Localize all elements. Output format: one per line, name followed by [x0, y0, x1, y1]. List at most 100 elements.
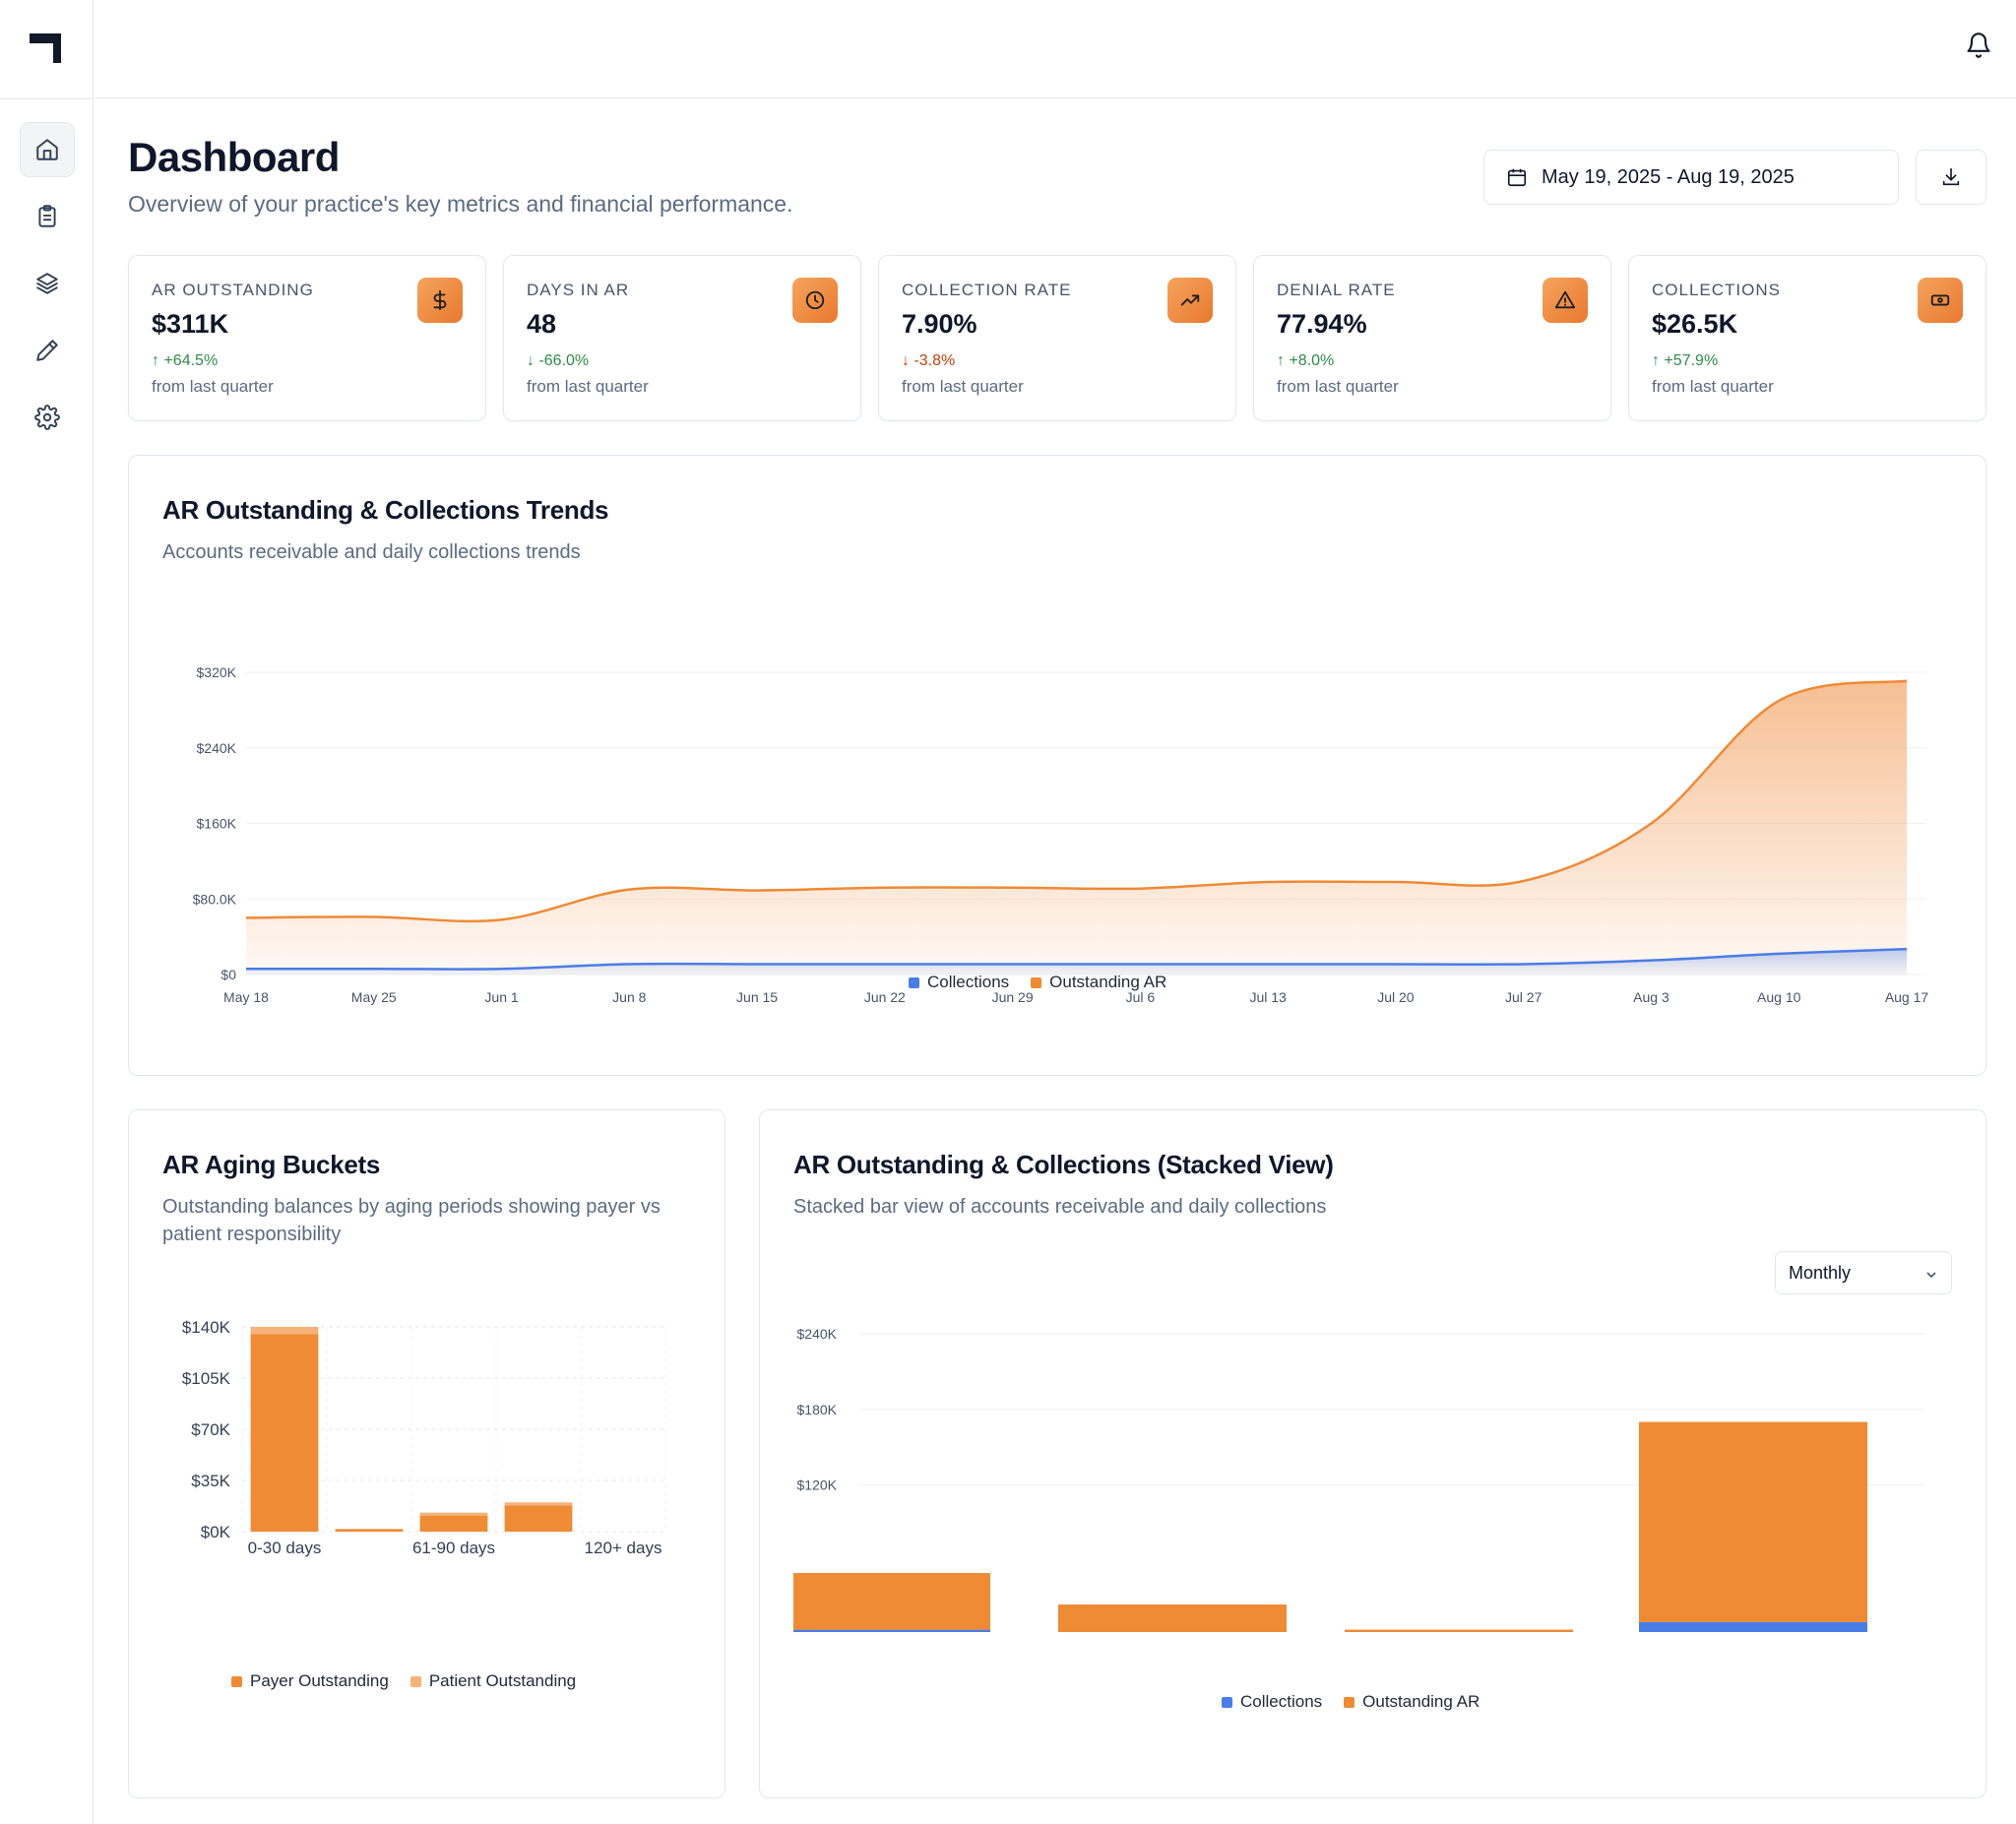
card-title: AR Outstanding & Collections Trends: [162, 495, 609, 525]
y-tick-label: $240K: [797, 1326, 838, 1342]
kpi-value: $311K: [152, 309, 229, 339]
series-line-outstanding-ar: [245, 679, 1908, 923]
legend-item-payer[interactable]: Payer Outstanding: [231, 1671, 389, 1691]
bar-outstanding-ar: [1058, 1604, 1287, 1632]
kpi-change: ↓ -3.8%: [902, 352, 956, 369]
kpi-change: ↑ +64.5%: [152, 352, 219, 369]
card-subtitle: Outstanding balances by aging periods sh…: [162, 1196, 661, 1245]
layers-icon: [36, 273, 58, 294]
kpi-card-denial-rate: DENIAL RATE 77.94% ↑ +8.0% from last qua…: [1253, 255, 1611, 421]
legend-item-outstanding-ar[interactable]: Outstanding AR: [1031, 973, 1166, 992]
bar-patient-outstanding: [250, 1327, 319, 1335]
x-tick-label: May 25: [351, 989, 397, 1005]
kpi-label: COLLECTIONS: [1652, 281, 1781, 299]
sidebar-divider: [0, 98, 94, 99]
pen-icon: [36, 340, 58, 361]
kpi-value: 77.94%: [1277, 309, 1367, 339]
kpi-footnote: from last quarter: [527, 377, 649, 396]
x-tick-label: Jun 8: [612, 989, 646, 1005]
y-tick-label: $0K: [201, 1523, 231, 1541]
bar-payer-outstanding: [504, 1505, 573, 1532]
kpi-card-collections: COLLECTIONS $26.5K ↑ +57.9% from last qu…: [1628, 255, 1986, 421]
sidebar-item-layers[interactable]: [20, 256, 75, 311]
aging-chart: $0K $35K $70K $105K $140K 0-30 days 61-90 days…: [182, 1318, 666, 1557]
y-tick-label: $160K: [197, 816, 237, 832]
legend-item-patient[interactable]: Patient Outstanding: [410, 1671, 576, 1691]
sidebar-item-home[interactable]: [20, 122, 75, 177]
download-button[interactable]: [1916, 150, 1986, 205]
kpi-card-collection-rate: COLLECTION RATE 7.90% ↓ -3.8% from last …: [878, 255, 1236, 421]
trend-chart-card: AR Outstanding & Collections Trends Acco…: [128, 455, 1986, 1076]
legend-item-collections[interactable]: Collections: [909, 973, 1009, 992]
legend-item-outstanding-ar[interactable]: Outstanding AR: [1344, 1692, 1480, 1712]
banknote-icon: [1918, 278, 1963, 323]
y-tick-label: $80.0K: [193, 891, 237, 907]
x-tick-label: 120+ days: [585, 1539, 662, 1557]
date-range-label: May 19, 2025 - Aug 19, 2025: [1542, 165, 1795, 188]
kpi-value: 48: [527, 309, 557, 339]
kpi-footnote: from last quarter: [1652, 377, 1774, 396]
x-tick-label: 61-90 days: [412, 1539, 495, 1557]
calendar-icon: [1507, 168, 1527, 187]
sidebar-nav: [20, 122, 75, 457]
download-icon: [1942, 167, 1960, 186]
period-select[interactable]: Monthly: [1775, 1251, 1952, 1294]
x-tick-label: Jul 27: [1505, 989, 1543, 1005]
stacked-chart-card: AR Outstanding & Collections (Stacked Vi…: [759, 1109, 1986, 1798]
trend-legend: Collections Outstanding AR: [909, 973, 1188, 992]
warning-icon: [1543, 278, 1588, 323]
stacked-legend: Collections Outstanding AR: [1222, 1692, 1501, 1712]
trending-up-icon: [1167, 278, 1213, 323]
x-tick-label: 0-30 days: [248, 1539, 322, 1557]
logo-icon[interactable]: [28, 30, 65, 67]
x-tick-label: Jul 13: [1249, 989, 1287, 1005]
x-tick-label: Aug 3: [1633, 989, 1670, 1005]
bar-patient-outstanding: [504, 1502, 573, 1506]
stacked-chart: $0$120K$180K$240KApr 30May 31Jun 30Jul 3…: [793, 1326, 1924, 1632]
sidebar-item-claims[interactable]: [20, 189, 75, 244]
y-tick-label: $35K: [191, 1472, 230, 1490]
x-tick-label: Jun 15: [736, 989, 778, 1005]
kpi-card-days-in-ar: DAYS IN AR 48 ↓ -66.0% from last quarter: [503, 255, 861, 421]
sidebar-item-tools[interactable]: [20, 323, 75, 378]
bar-outstanding-ar: [1639, 1421, 1867, 1622]
notifications-button[interactable]: [1965, 31, 2000, 67]
bar-patient-outstanding: [419, 1512, 488, 1516]
x-tick-label: Jul 20: [1377, 989, 1415, 1005]
x-tick-label: Jul 6: [1126, 989, 1156, 1005]
kpi-footnote: from last quarter: [152, 377, 274, 396]
bar-collections: [1639, 1621, 1867, 1632]
card-subtitle: Stacked bar view of accounts receivable …: [793, 1196, 1327, 1218]
kpi-label: COLLECTION RATE: [902, 281, 1072, 299]
y-tick-label: $240K: [197, 740, 237, 756]
kpi-footnote: from last quarter: [902, 377, 1024, 396]
sidebar-item-settings[interactable]: [20, 390, 75, 445]
page-subtitle: Overview of your practice's key metrics …: [128, 191, 793, 217]
y-tick-label: $140K: [182, 1318, 231, 1337]
kpi-change: ↓ -66.0%: [527, 352, 590, 369]
x-tick-label: Aug 10: [1757, 989, 1801, 1005]
chevron-down-icon: [1926, 1272, 1936, 1279]
legend-item-collections[interactable]: Collections: [1222, 1692, 1322, 1712]
area-outstanding-ar: [246, 680, 1907, 975]
card-subtitle: Accounts receivable and daily collection…: [162, 541, 581, 563]
bar-payer-outstanding: [419, 1515, 488, 1532]
topbar: Y: [94, 0, 2016, 98]
bell-icon: [1967, 32, 1990, 58]
bar-collections: [793, 1629, 990, 1632]
y-tick-label: $180K: [797, 1402, 838, 1417]
kpi-change: ↑ +8.0%: [1277, 352, 1335, 369]
kpi-value: 7.90%: [902, 309, 977, 339]
date-range-picker[interactable]: May 19, 2025 - Aug 19, 2025: [1483, 150, 1899, 205]
sidebar: [0, 0, 94, 1824]
y-tick-label: $320K: [197, 664, 237, 680]
y-tick-label: $0: [220, 967, 236, 982]
y-tick-label: $105K: [182, 1369, 231, 1388]
aging-chart-card: AR Aging Buckets Outstanding balances by…: [128, 1109, 725, 1798]
y-tick-label: $70K: [191, 1420, 230, 1439]
x-tick-label: Jun 22: [864, 989, 906, 1005]
kpi-footnote: from last quarter: [1277, 377, 1399, 396]
series-line-collections: [246, 947, 1908, 971]
kpi-label: DAYS IN AR: [527, 281, 630, 299]
area-collections: [246, 949, 1907, 975]
